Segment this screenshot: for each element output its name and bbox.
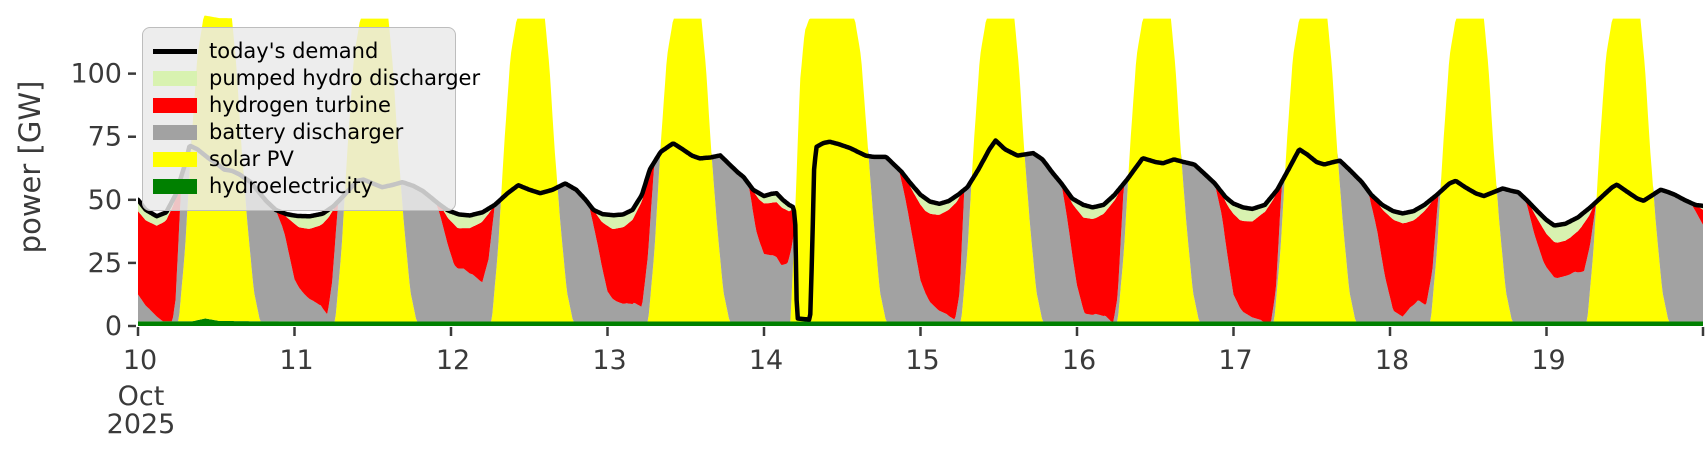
legend-label: hydroelectricity (209, 174, 374, 198)
x-tick-label: 19 (1531, 345, 1565, 376)
x-offset-label-month: Oct (117, 381, 165, 412)
legend-swatch-patch (153, 125, 197, 140)
x-tick-label: 12 (436, 345, 470, 376)
legend-swatch-line (153, 49, 197, 54)
legend-label: pumped hydro discharger (209, 66, 481, 90)
x-tick-label: 11 (279, 345, 313, 376)
x-tick-label: 18 (1375, 345, 1409, 376)
area-solar-pv (138, 15, 1703, 322)
x-tick-label: 13 (592, 345, 626, 376)
legend: today's demand pumped hydro discharger hyd… (142, 27, 480, 211)
x-tick-label: 15 (905, 345, 939, 376)
legend-label: today's demand (209, 39, 379, 63)
x-tick-label: 10 (123, 345, 157, 376)
x-tick-label: 16 (1062, 345, 1096, 376)
legend-label: battery discharger (209, 120, 404, 144)
y-tick-label: 25 (88, 248, 122, 279)
legend-label: solar PV (209, 147, 294, 171)
legend-swatch-patch (153, 152, 197, 167)
legend-label: hydrogen turbine (209, 93, 391, 117)
area-hydroelectricity (138, 318, 1703, 326)
legend-swatch-patch (153, 71, 197, 86)
legend-swatch-patch (153, 179, 197, 194)
x-tick-label: 17 (1218, 345, 1252, 376)
y-tick-label: 50 (88, 185, 122, 216)
y-tick-label: 0 (105, 311, 122, 342)
y-axis-label: power [GW] (13, 80, 47, 254)
x-tick-label: 14 (749, 345, 783, 376)
y-tick-label: 100 (70, 59, 122, 90)
legend-row: hydroelectricity (153, 173, 441, 200)
area-battery-discharger (138, 15, 1703, 322)
y-tick-label: 75 (88, 122, 122, 153)
legend-row: hydrogen turbine (153, 92, 441, 119)
legend-row: solar PV (153, 146, 441, 173)
legend-row: pumped hydro discharger (153, 65, 480, 92)
legend-swatch-patch (153, 98, 197, 113)
x-offset-label-year: 2025 (106, 409, 176, 440)
area-hydrogen-turbine (138, 15, 1703, 322)
legend-row: battery discharger (153, 119, 441, 146)
legend-row: today's demand (153, 38, 441, 65)
